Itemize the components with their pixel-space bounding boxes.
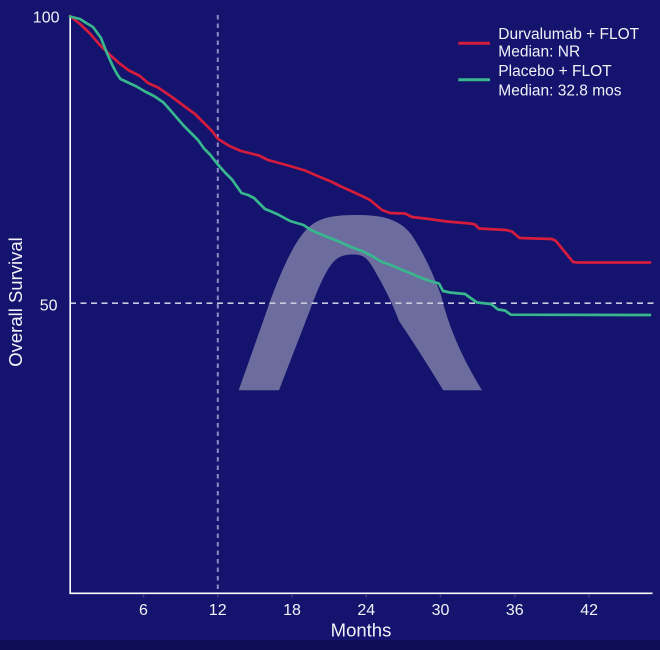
svg-text:Months: Months [331,620,392,641]
svg-text:6: 6 [139,602,148,619]
svg-text:24: 24 [357,602,375,619]
svg-text:Overall Survival: Overall Survival [5,237,26,367]
svg-text:Placebo + FLOT: Placebo + FLOT [498,63,612,80]
svg-text:36: 36 [506,602,524,619]
svg-text:Median: NR: Median: NR [498,44,580,61]
svg-text:18: 18 [283,602,301,619]
svg-text:Median: 32.8 mos: Median: 32.8 mos [498,83,621,100]
svg-text:50: 50 [40,298,58,315]
svg-text:42: 42 [580,602,598,619]
svg-text:30: 30 [432,602,450,619]
svg-text:Durvalumab + FLOT: Durvalumab + FLOT [498,26,639,43]
svg-text:12: 12 [209,602,227,619]
svg-text:100: 100 [33,10,60,27]
